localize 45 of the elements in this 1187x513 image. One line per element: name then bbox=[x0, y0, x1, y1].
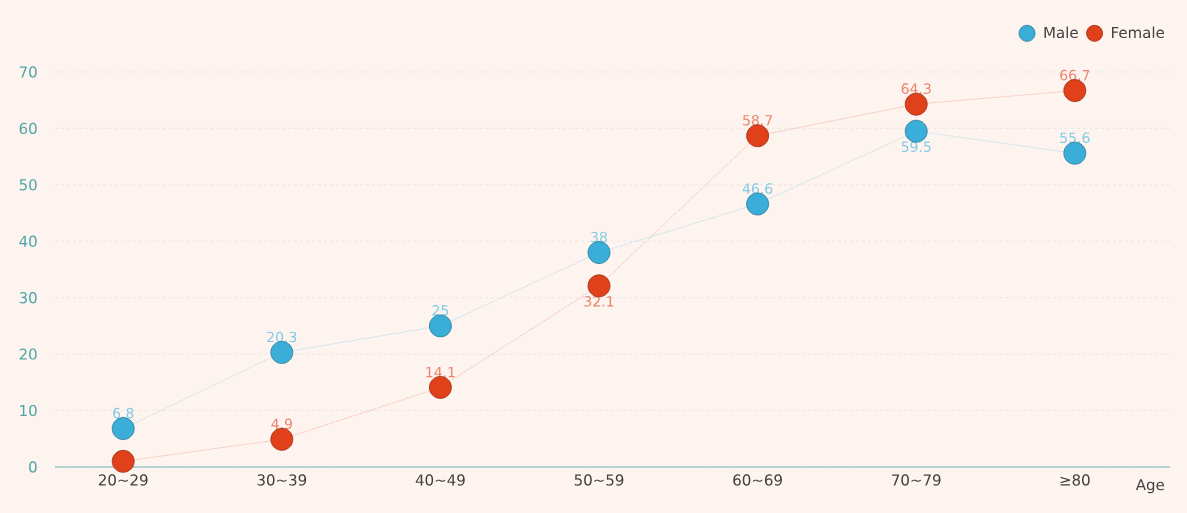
legend-label: Male bbox=[1044, 26, 1078, 39]
point bbox=[111, 417, 135, 441]
y-tick-label: 30 bbox=[19, 292, 37, 304]
legend-label: Female bbox=[1112, 26, 1165, 39]
point bbox=[587, 274, 611, 298]
data-label: 55.6 bbox=[1060, 132, 1090, 144]
point bbox=[270, 341, 294, 364]
x-tick-label: 30~39 bbox=[257, 474, 307, 486]
x-tick-label: 60~69 bbox=[733, 474, 782, 486]
point bbox=[111, 449, 135, 473]
y-tick-label: 70 bbox=[19, 66, 37, 78]
data-label: 25 bbox=[432, 305, 449, 316]
point bbox=[746, 192, 770, 216]
y-tick-label: 0 bbox=[29, 461, 37, 473]
y-tick-label: 50 bbox=[19, 179, 37, 191]
x-tick-label: 70~79 bbox=[892, 474, 941, 486]
point bbox=[904, 119, 928, 143]
point bbox=[429, 376, 452, 399]
data-label: 32.1 bbox=[584, 296, 614, 307]
data-label: 4.9 bbox=[271, 418, 292, 430]
point bbox=[1063, 141, 1087, 165]
y-tick-label: 60 bbox=[19, 122, 37, 135]
point bbox=[270, 427, 294, 451]
point bbox=[904, 92, 928, 116]
data-label: 6.8 bbox=[113, 407, 134, 419]
x-tick-label: 20~29 bbox=[98, 474, 148, 486]
data-label: 59.5 bbox=[901, 141, 931, 153]
data-label: 46.6 bbox=[742, 183, 773, 194]
data-label: 64.3 bbox=[901, 83, 931, 94]
data-label: 20.3 bbox=[267, 331, 297, 343]
point bbox=[587, 241, 611, 264]
x-tick-label: 40~49 bbox=[415, 474, 465, 486]
point bbox=[429, 314, 452, 338]
point bbox=[746, 124, 770, 148]
x-axis-title: Age bbox=[1135, 479, 1164, 494]
y-tick-label: 40 bbox=[19, 235, 37, 247]
y-tick-label: 20 bbox=[19, 348, 37, 360]
data-label: 38 bbox=[591, 231, 607, 243]
data-label: 14.1 bbox=[426, 367, 455, 378]
x-tick-label: 50~59 bbox=[574, 474, 624, 486]
data-label: 66.7 bbox=[1060, 69, 1090, 81]
point bbox=[1063, 79, 1087, 102]
data-label: 58.7 bbox=[743, 114, 772, 126]
x-tick-label: ≥80 bbox=[1060, 474, 1090, 486]
y-tick-label: 10 bbox=[20, 404, 37, 417]
